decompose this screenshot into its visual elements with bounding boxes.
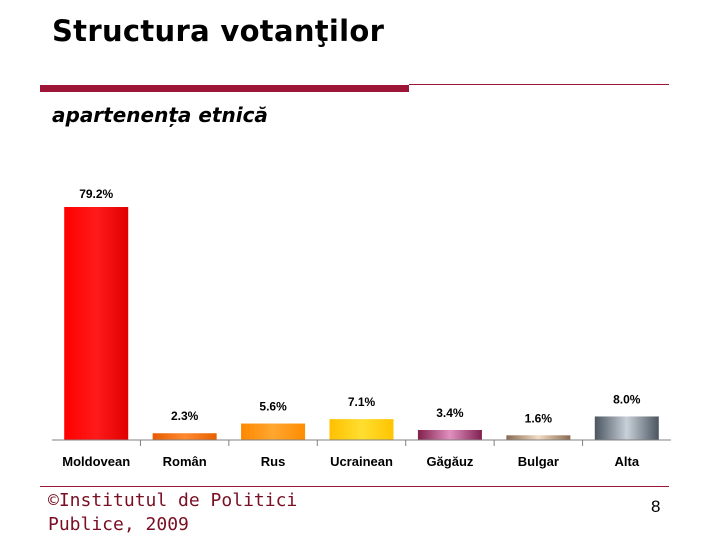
- title-underline-thin: [409, 84, 669, 85]
- category-label-3: Ucrainean: [330, 454, 393, 469]
- data-label-2: 5.6%: [259, 400, 287, 414]
- data-label-6: 8.0%: [613, 392, 641, 406]
- page-number: 8: [651, 497, 661, 516]
- slide-title: Structura votanţilor: [52, 14, 385, 48]
- bar-0: [64, 207, 129, 440]
- bar-6: [594, 416, 659, 440]
- bar-2: [241, 423, 306, 440]
- slide-subtitle: apartenența etnică: [52, 103, 268, 127]
- category-label-2: Rus: [261, 454, 286, 469]
- bar-4: [417, 429, 482, 440]
- bar-5: [506, 435, 571, 440]
- category-label-0: Moldovean: [62, 454, 130, 469]
- category-label-4: Găgăuz: [426, 454, 473, 469]
- data-label-0: 79.2%: [79, 187, 113, 201]
- data-label-5: 1.6%: [525, 411, 553, 425]
- title-underline-thick: [40, 85, 409, 92]
- data-label-4: 3.4%: [436, 406, 464, 420]
- data-label-1: 2.3%: [171, 409, 199, 423]
- category-label-6: Alta: [615, 454, 640, 469]
- footer-divider: [40, 486, 669, 487]
- bar-1: [152, 433, 217, 440]
- category-label-5: Bulgar: [518, 454, 559, 469]
- category-label-1: Român: [163, 454, 207, 469]
- bar-3: [329, 419, 394, 440]
- footer-copyright: ©Institutul de Politici Publice, 2009: [48, 490, 298, 535]
- x-axis: Moldovean Român Rus Ucrainean Găgăuz Bulgar Al…: [52, 439, 671, 469]
- data-label-3: 7.1%: [348, 395, 376, 409]
